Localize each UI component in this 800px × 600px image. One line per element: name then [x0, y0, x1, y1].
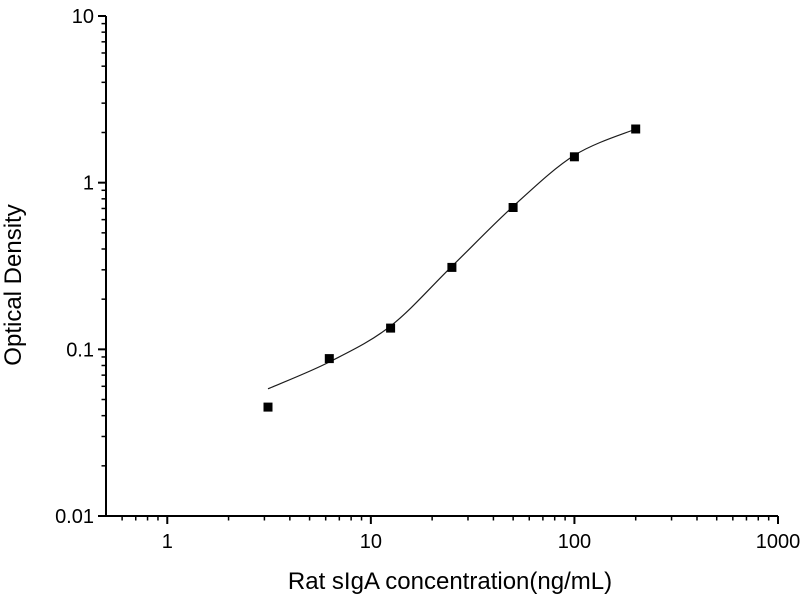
fit-curve-line	[267, 128, 636, 390]
data-point	[386, 323, 396, 333]
data-point	[263, 402, 273, 412]
x-axis-title: Rat sIgA concentration(ng/mL)	[288, 568, 612, 595]
data-point	[508, 203, 518, 212]
y-tick-label: 10	[72, 6, 94, 28]
y-tick-label: 1	[83, 173, 94, 195]
data-point	[447, 262, 457, 272]
x-tick-label: 1000	[756, 531, 800, 553]
y-tick-label: 0.01	[55, 506, 94, 528]
x-tick-label: 10	[360, 531, 382, 553]
y-tick-label: 0.1	[66, 339, 94, 361]
data-point	[569, 152, 579, 162]
y-axis-title: Optical Density	[0, 204, 27, 365]
chart-plot-layer: 1 10 100 1000 0.01 0.1 1 10	[55, 6, 800, 553]
x-tick-label: 100	[558, 531, 591, 553]
data-point	[631, 124, 641, 134]
data-point	[324, 354, 334, 364]
axes-frame	[105, 16, 778, 517]
x-tick-label: 1	[162, 531, 173, 553]
